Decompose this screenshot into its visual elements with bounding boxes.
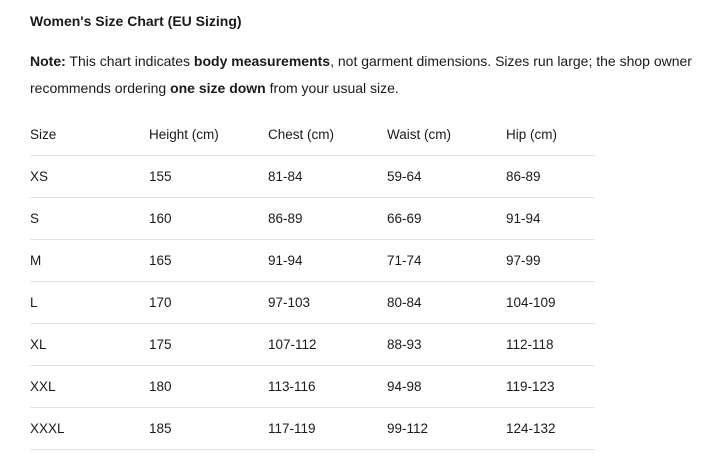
table-cell: L [30,281,149,324]
table-cell: 165 [149,239,268,282]
table-cell: 113-116 [268,365,387,408]
size-table: Size Height (cm) Chest (cm) Waist (cm) Hip (… [30,113,595,450]
section-title: Women's Size Chart (EU Sizing) [30,13,242,29]
table-cell: 59-64 [387,155,506,198]
table-row: M 165 91-94 71-74 97-99 [30,239,595,282]
table-cell: 170 [149,281,268,324]
table-cell: 86-89 [506,155,595,198]
table-cell: 66-69 [387,197,506,240]
table-cell: 91-94 [506,197,595,240]
table-cell: XS [30,155,149,198]
table-cell: 81-84 [268,155,387,198]
table-cell: 99-112 [387,407,506,450]
column-header: Hip (cm) [506,113,595,156]
table-cell: 97-99 [506,239,595,282]
note-emphasis: body measurements [193,53,331,69]
column-header: Waist (cm) [387,113,506,156]
table-cell: 91-94 [268,239,387,282]
table-cell: 112-118 [506,323,595,366]
column-header: Chest (cm) [268,113,387,156]
table-cell: 88-93 [387,323,506,366]
table-header-row: Size Height (cm) Chest (cm) Waist (cm) Hip (… [30,113,595,156]
table-cell: 86-89 [268,197,387,240]
table-cell: 160 [149,197,268,240]
table-cell: 117-119 [268,407,387,450]
table-cell: 104-109 [506,281,595,324]
table-cell: 180 [149,365,268,408]
note-text: , not garment dimensions. Sizes run larg… [30,53,692,96]
table-cell: 185 [149,407,268,450]
table-cell: 124-132 [506,407,595,450]
table-cell: 80-84 [387,281,506,324]
table-cell: 71-74 [387,239,506,282]
note-text: This chart indicates [65,53,194,69]
table-row: XL 175 107-112 88-93 112-118 [30,323,595,366]
table-cell: 94-98 [387,365,506,408]
table-row: S 160 86-89 66-69 91-94 [30,197,595,240]
table-row: XXL 180 113-116 94-98 119-123 [30,365,595,408]
table-row: L 170 97-103 80-84 104-109 [30,281,595,324]
table-cell: 175 [149,323,268,366]
sizing-note: Note: This chart indicates body measurem… [30,48,710,102]
table-cell: S [30,197,149,240]
table-cell: XXL [30,365,149,408]
column-header: Height (cm) [149,113,268,156]
table-cell: 97-103 [268,281,387,324]
table-cell: 107-112 [268,323,387,366]
table-row: XXXL 185 117-119 99-112 124-132 [30,407,595,450]
table-row: XS 155 81-84 59-64 86-89 [30,155,595,198]
table-cell: XL [30,323,149,366]
note-text: from your usual size. [265,80,399,96]
table-cell: M [30,239,149,282]
note-emphasis: one size down [170,80,266,96]
table-cell: 119-123 [506,365,595,408]
table-cell: 155 [149,155,268,198]
note-label: Note: [30,53,66,69]
table-cell: XXXL [30,407,149,450]
column-header: Size [30,113,149,156]
